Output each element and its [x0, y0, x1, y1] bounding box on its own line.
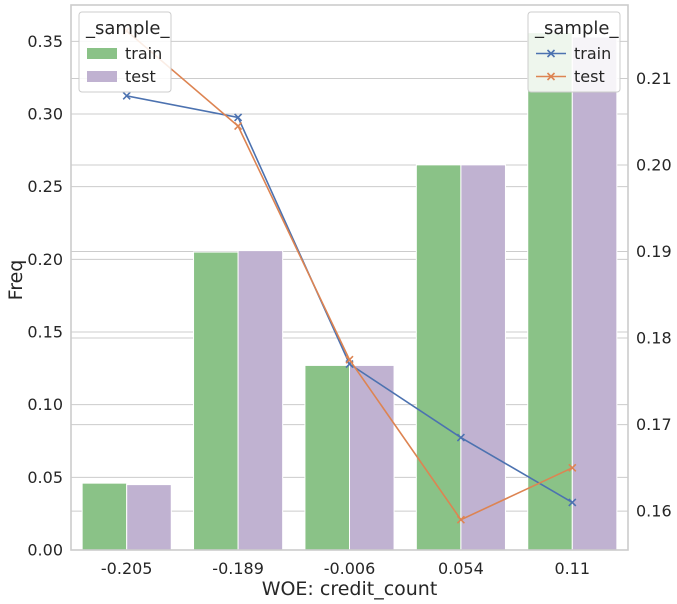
right-y-tick-label: 0.16 — [636, 502, 672, 521]
x-axis: -0.205 -0.189 -0.006 0.054 0.11 — [101, 559, 590, 578]
point-train-3 — [456, 433, 465, 442]
left-y-tick-label: 0.15 — [27, 323, 63, 342]
bar-test-0 — [126, 484, 172, 551]
line-legend-marker-test — [536, 72, 566, 81]
line-legend-marker-train — [536, 49, 566, 58]
line-legend: _sample_ train test — [527, 11, 621, 93]
line-layer — [122, 26, 577, 524]
bar-legend-swatch-train — [87, 48, 117, 59]
bar-legend-title: _sample_ — [85, 18, 170, 39]
bar-train-2 — [304, 364, 351, 551]
point-test-3 — [456, 515, 465, 524]
left-y-tick-label: 0.10 — [27, 395, 63, 414]
bar-legend-label-test: test — [125, 67, 156, 86]
bar-legend-swatch-test — [87, 71, 117, 82]
left-y-axis: 0.00 0.05 0.10 0.15 0.20 0.25 0.30 0.35 — [27, 32, 63, 560]
x-tick-label: -0.006 — [324, 559, 376, 578]
line-legend-x-test — [546, 72, 556, 81]
left-y-tick-label: 0.35 — [27, 32, 63, 51]
bar-train-0 — [81, 482, 128, 551]
bar-train-4 — [527, 32, 573, 551]
line-legend-title: _sample_ — [534, 18, 619, 39]
line-legend-box — [527, 11, 621, 93]
bar-legend: _sample_ train test — [78, 11, 172, 93]
bar-train-1 — [193, 251, 239, 551]
point-test-2 — [345, 355, 354, 364]
x-tick-label: 0.054 — [438, 559, 484, 578]
right-y-tick-label: 0.21 — [636, 69, 672, 88]
line-legend-label-test: test — [574, 67, 605, 86]
left-y-tick-label: 0.25 — [27, 177, 63, 196]
left-y-tick-label: 0.00 — [27, 541, 63, 560]
bar-train-3 — [415, 164, 462, 551]
right-y-tick-label: 0.17 — [636, 415, 672, 434]
point-test-1 — [234, 122, 243, 131]
bar-test-4 — [571, 36, 618, 551]
left-y-tick-label: 0.30 — [27, 105, 63, 124]
point-train-1 — [234, 113, 243, 122]
bar-legend-label-train: train — [125, 44, 162, 63]
bar-test-2 — [349, 364, 395, 551]
bar-test-3 — [460, 164, 506, 551]
line-legend-x-train — [546, 49, 556, 58]
right-y-tick-label: 0.18 — [636, 329, 672, 348]
left-y-tick-label: 0.20 — [27, 250, 63, 269]
right-y-tick-label: 0.19 — [636, 242, 672, 261]
left-y-tick-label: 0.05 — [27, 468, 63, 487]
x-tick-label: 0.11 — [554, 559, 590, 578]
y-axis-label: Freq — [5, 260, 27, 301]
x-tick-label: -0.205 — [101, 559, 153, 578]
plot-frame — [70, 4, 629, 551]
bar-test-1 — [237, 250, 284, 551]
point-train-0 — [122, 91, 131, 100]
bar-layer — [81, 32, 618, 551]
right-y-tick-label: 0.20 — [636, 156, 672, 175]
x-axis-label: WOE: credit_count — [262, 578, 438, 600]
right-y-axis: 0.16 0.17 0.18 0.19 0.20 0.21 — [636, 69, 672, 521]
x-tick-label: -0.189 — [212, 559, 264, 578]
point-test-4 — [568, 463, 577, 472]
point-train-4 — [568, 498, 577, 507]
line-legend-label-train: train — [574, 44, 611, 63]
